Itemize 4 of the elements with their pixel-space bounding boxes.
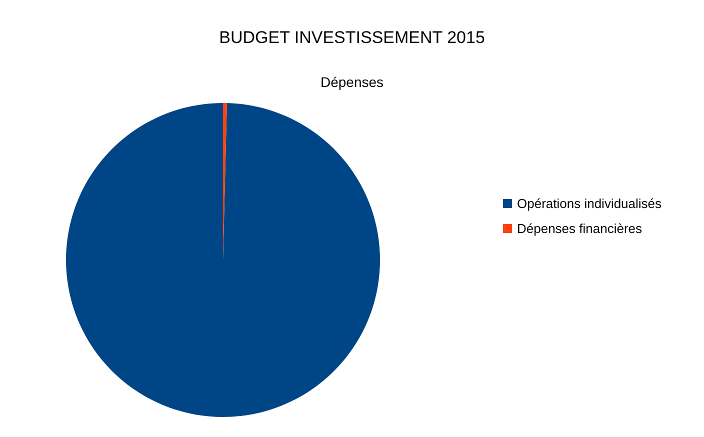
chart-title: BUDGET INVESTISSEMENT 2015 (219, 28, 485, 47)
chart-subtitle: Dépenses (320, 74, 384, 90)
legend-label: Opérations individualisés (517, 196, 662, 211)
legend-label: Dépenses financières (517, 221, 643, 236)
